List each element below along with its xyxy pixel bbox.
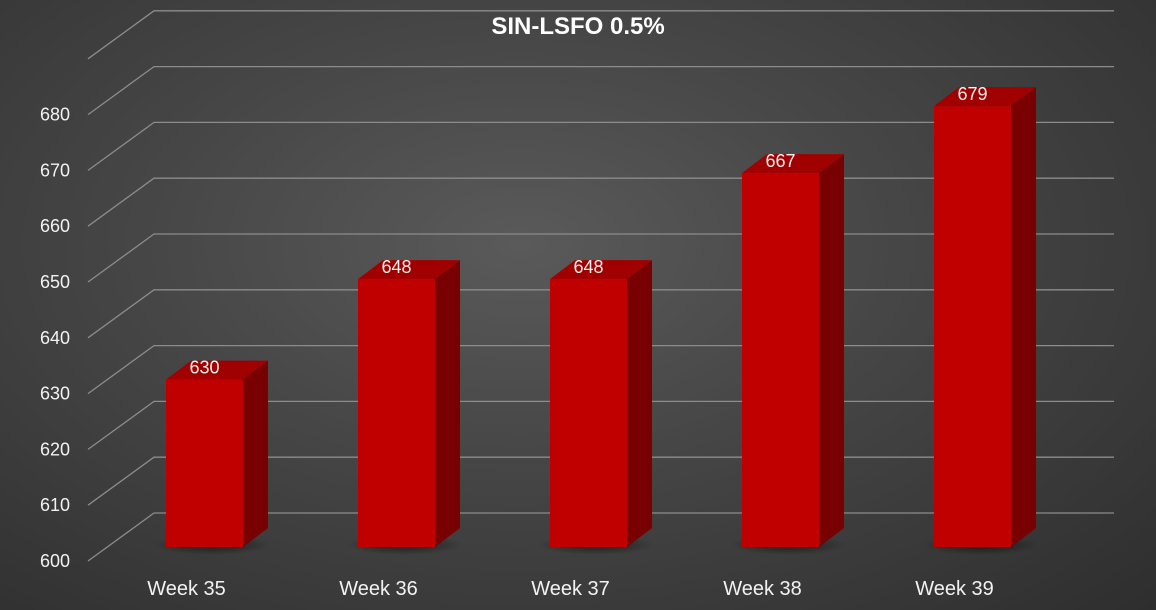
y-tick-label: 660 (40, 216, 70, 236)
x-tick-label: Week 38 (723, 578, 802, 600)
y-tick-label: 640 (40, 328, 70, 348)
x-tick-label: Week 37 (531, 578, 610, 600)
bar-top (550, 260, 652, 280)
bar: 630 (154, 358, 271, 555)
bar-side (627, 260, 652, 547)
bar: 648 (538, 257, 655, 555)
chart-title: SIN-LSFO 0.5% (491, 13, 664, 40)
data-label: 630 (189, 358, 219, 378)
bar-side (435, 260, 460, 547)
bars: 630 648 648 667 679 (154, 84, 1039, 555)
y-tick-label: 630 (40, 384, 70, 404)
x-tick-label: Week 39 (915, 578, 994, 600)
bar-top (934, 87, 1036, 107)
bar-top (166, 360, 268, 380)
bar-side (1011, 87, 1036, 548)
y-tick-label: 600 (40, 551, 70, 571)
bar-front (550, 279, 627, 547)
y-tick-label: 650 (40, 272, 70, 292)
y-tick-label: 620 (40, 439, 70, 459)
x-axis-labels: Week 35 Week 36 Week 37 Week 38 Week 39 (147, 578, 994, 600)
x-tick-label: Week 35 (147, 578, 226, 600)
bar-front (742, 173, 819, 547)
y-axis-ticks: 600 610 620 630 640 650 660 670 680 (40, 105, 70, 571)
bar: 667 (730, 151, 847, 555)
gridline (87, 121, 1114, 171)
bar-front (166, 379, 243, 547)
y-tick-label: 670 (40, 160, 70, 180)
bar-front (934, 106, 1011, 548)
y-tick-label: 610 (40, 495, 70, 515)
y-tick-label: 680 (40, 105, 70, 125)
bar-top (358, 260, 460, 280)
data-label: 648 (573, 257, 603, 277)
data-label: 679 (957, 84, 987, 104)
x-tick-label: Week 36 (339, 578, 418, 600)
gridline (87, 10, 1114, 60)
bar: 679 (922, 84, 1039, 555)
gridline (87, 65, 1114, 116)
bar-side (243, 360, 268, 547)
data-label: 648 (381, 257, 411, 277)
bar: 648 (346, 257, 463, 555)
data-label: 667 (765, 151, 795, 171)
gridlines (87, 10, 1114, 562)
bar-front (358, 279, 435, 547)
bar-side (819, 154, 844, 547)
bar-top (742, 154, 844, 174)
